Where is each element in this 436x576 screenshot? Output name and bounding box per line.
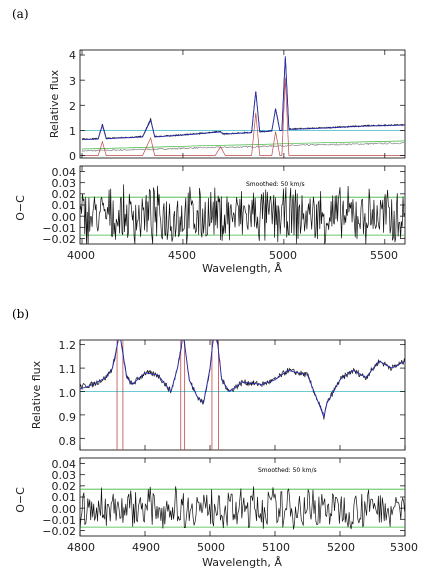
residual-line <box>80 486 405 530</box>
ytick-label: 0 <box>69 150 76 163</box>
ytick-label: −0.02 <box>42 233 76 246</box>
ytick-label: 1 <box>69 125 76 138</box>
emission-line-profile <box>82 77 405 156</box>
ytick-label: 0.02 <box>52 480 77 493</box>
ytick-label: 0.03 <box>52 177 77 190</box>
panel-a-residual-ylabel: O−C <box>14 195 27 221</box>
panel-b-residual-yticks: −0.02 −0.01 0.00 0.01 0.02 0.03 0.04 <box>42 458 76 538</box>
ytick-label: 2 <box>69 100 76 113</box>
ytick-label: 0.04 <box>52 166 77 179</box>
panel-a-flux-yticks: 0 1 2 3 4 <box>69 49 76 163</box>
observed-spectrum-line <box>81 58 405 141</box>
panel-b-xticks: 4800 4900 5000 5100 5200 5300 <box>67 541 418 554</box>
xtick-label: 5200 <box>327 541 355 554</box>
panel-a-xlabel: Wavelength, Å <box>202 262 282 275</box>
panel-a-residual-yticks: −0.02 −0.01 0.00 0.01 0.02 0.03 0.04 <box>42 166 76 246</box>
panel-a-xticks: 4000 4500 5000 5500 <box>67 249 398 262</box>
observed-spectrum-line <box>80 340 405 420</box>
panel-b-smoothing-note: Smoothed: 50 km/s <box>258 467 317 474</box>
ytick-label: −0.01 <box>42 222 76 235</box>
ytick-label: 3 <box>69 75 76 88</box>
stellar-component-line <box>81 142 405 152</box>
panel-b-xlabel: Wavelength, Å <box>202 556 282 569</box>
ytick-label: 1.2 <box>59 339 77 352</box>
ytick-label: 4 <box>69 49 76 62</box>
ytick-label: 0.01 <box>52 199 77 212</box>
ytick-label: 1.1 <box>59 363 77 376</box>
panel-b-flux-yticks: 0.8 0.9 1.0 1.1 1.2 <box>59 339 77 448</box>
ytick-label: 0.00 <box>52 503 77 516</box>
panel-b-flux-ylabel: Relative flux <box>30 360 43 429</box>
xtick-label: 5000 <box>269 249 297 262</box>
panel-b-flux-plot: 0.8 0.9 1.0 1.1 1.2 Relative flux <box>30 339 406 451</box>
panel-b-residual-plot: Smoothed: 50 km/s −0.02 −0.01 0.00 0.01 … <box>14 457 418 569</box>
panel-a-residual-series <box>80 184 405 244</box>
panel-a-flux-ylabel: Relative flux <box>48 69 61 138</box>
ytick-label: 0.02 <box>52 188 77 201</box>
residual-line <box>80 184 405 244</box>
model-spectrum-line <box>80 340 405 419</box>
xtick-label: 5300 <box>390 541 418 554</box>
ytick-label: 0.04 <box>52 458 77 471</box>
xtick-label: 4800 <box>67 541 95 554</box>
ytick-label: 0.01 <box>52 491 77 504</box>
stellar-model-line <box>81 140 405 150</box>
panel-a-smoothing-note: Smoothed: 50 km/s <box>246 181 305 188</box>
ytick-label: 1.0 <box>59 387 77 400</box>
panel-b-residual-series <box>80 486 405 530</box>
ytick-label: −0.01 <box>42 514 76 527</box>
panel-a-flux-frame <box>79 49 406 159</box>
xtick-label: 5000 <box>197 541 225 554</box>
panel-a-flux-series <box>81 56 405 156</box>
panel-a-label: (a) <box>12 7 29 21</box>
ytick-label: 0.8 <box>59 435 77 448</box>
panel-a-flux-plot: 0 1 2 3 4 Relative flux <box>48 49 406 163</box>
panel-b-label: (b) <box>12 307 29 321</box>
panel-a-residual-plot: Smoothed: 50 km/s −0.02 −0.01 0.00 0.01 … <box>14 165 406 275</box>
xtick-label: 4000 <box>67 249 95 262</box>
xtick-label: 4900 <box>132 541 160 554</box>
xtick-label: 5500 <box>370 249 398 262</box>
xtick-label: 4500 <box>168 249 196 262</box>
ytick-label: 0.9 <box>59 411 77 424</box>
ytick-label: 0.00 <box>52 211 77 224</box>
panel-b-flux-series <box>80 340 405 450</box>
ytick-label: 0.03 <box>52 469 77 482</box>
panel-b-flux-frame <box>79 339 406 451</box>
panel-b-residual-ylabel: O−C <box>14 487 27 513</box>
ytick-label: −0.02 <box>42 525 76 538</box>
model-spectrum-line <box>81 56 405 141</box>
xtick-label: 5100 <box>262 541 290 554</box>
